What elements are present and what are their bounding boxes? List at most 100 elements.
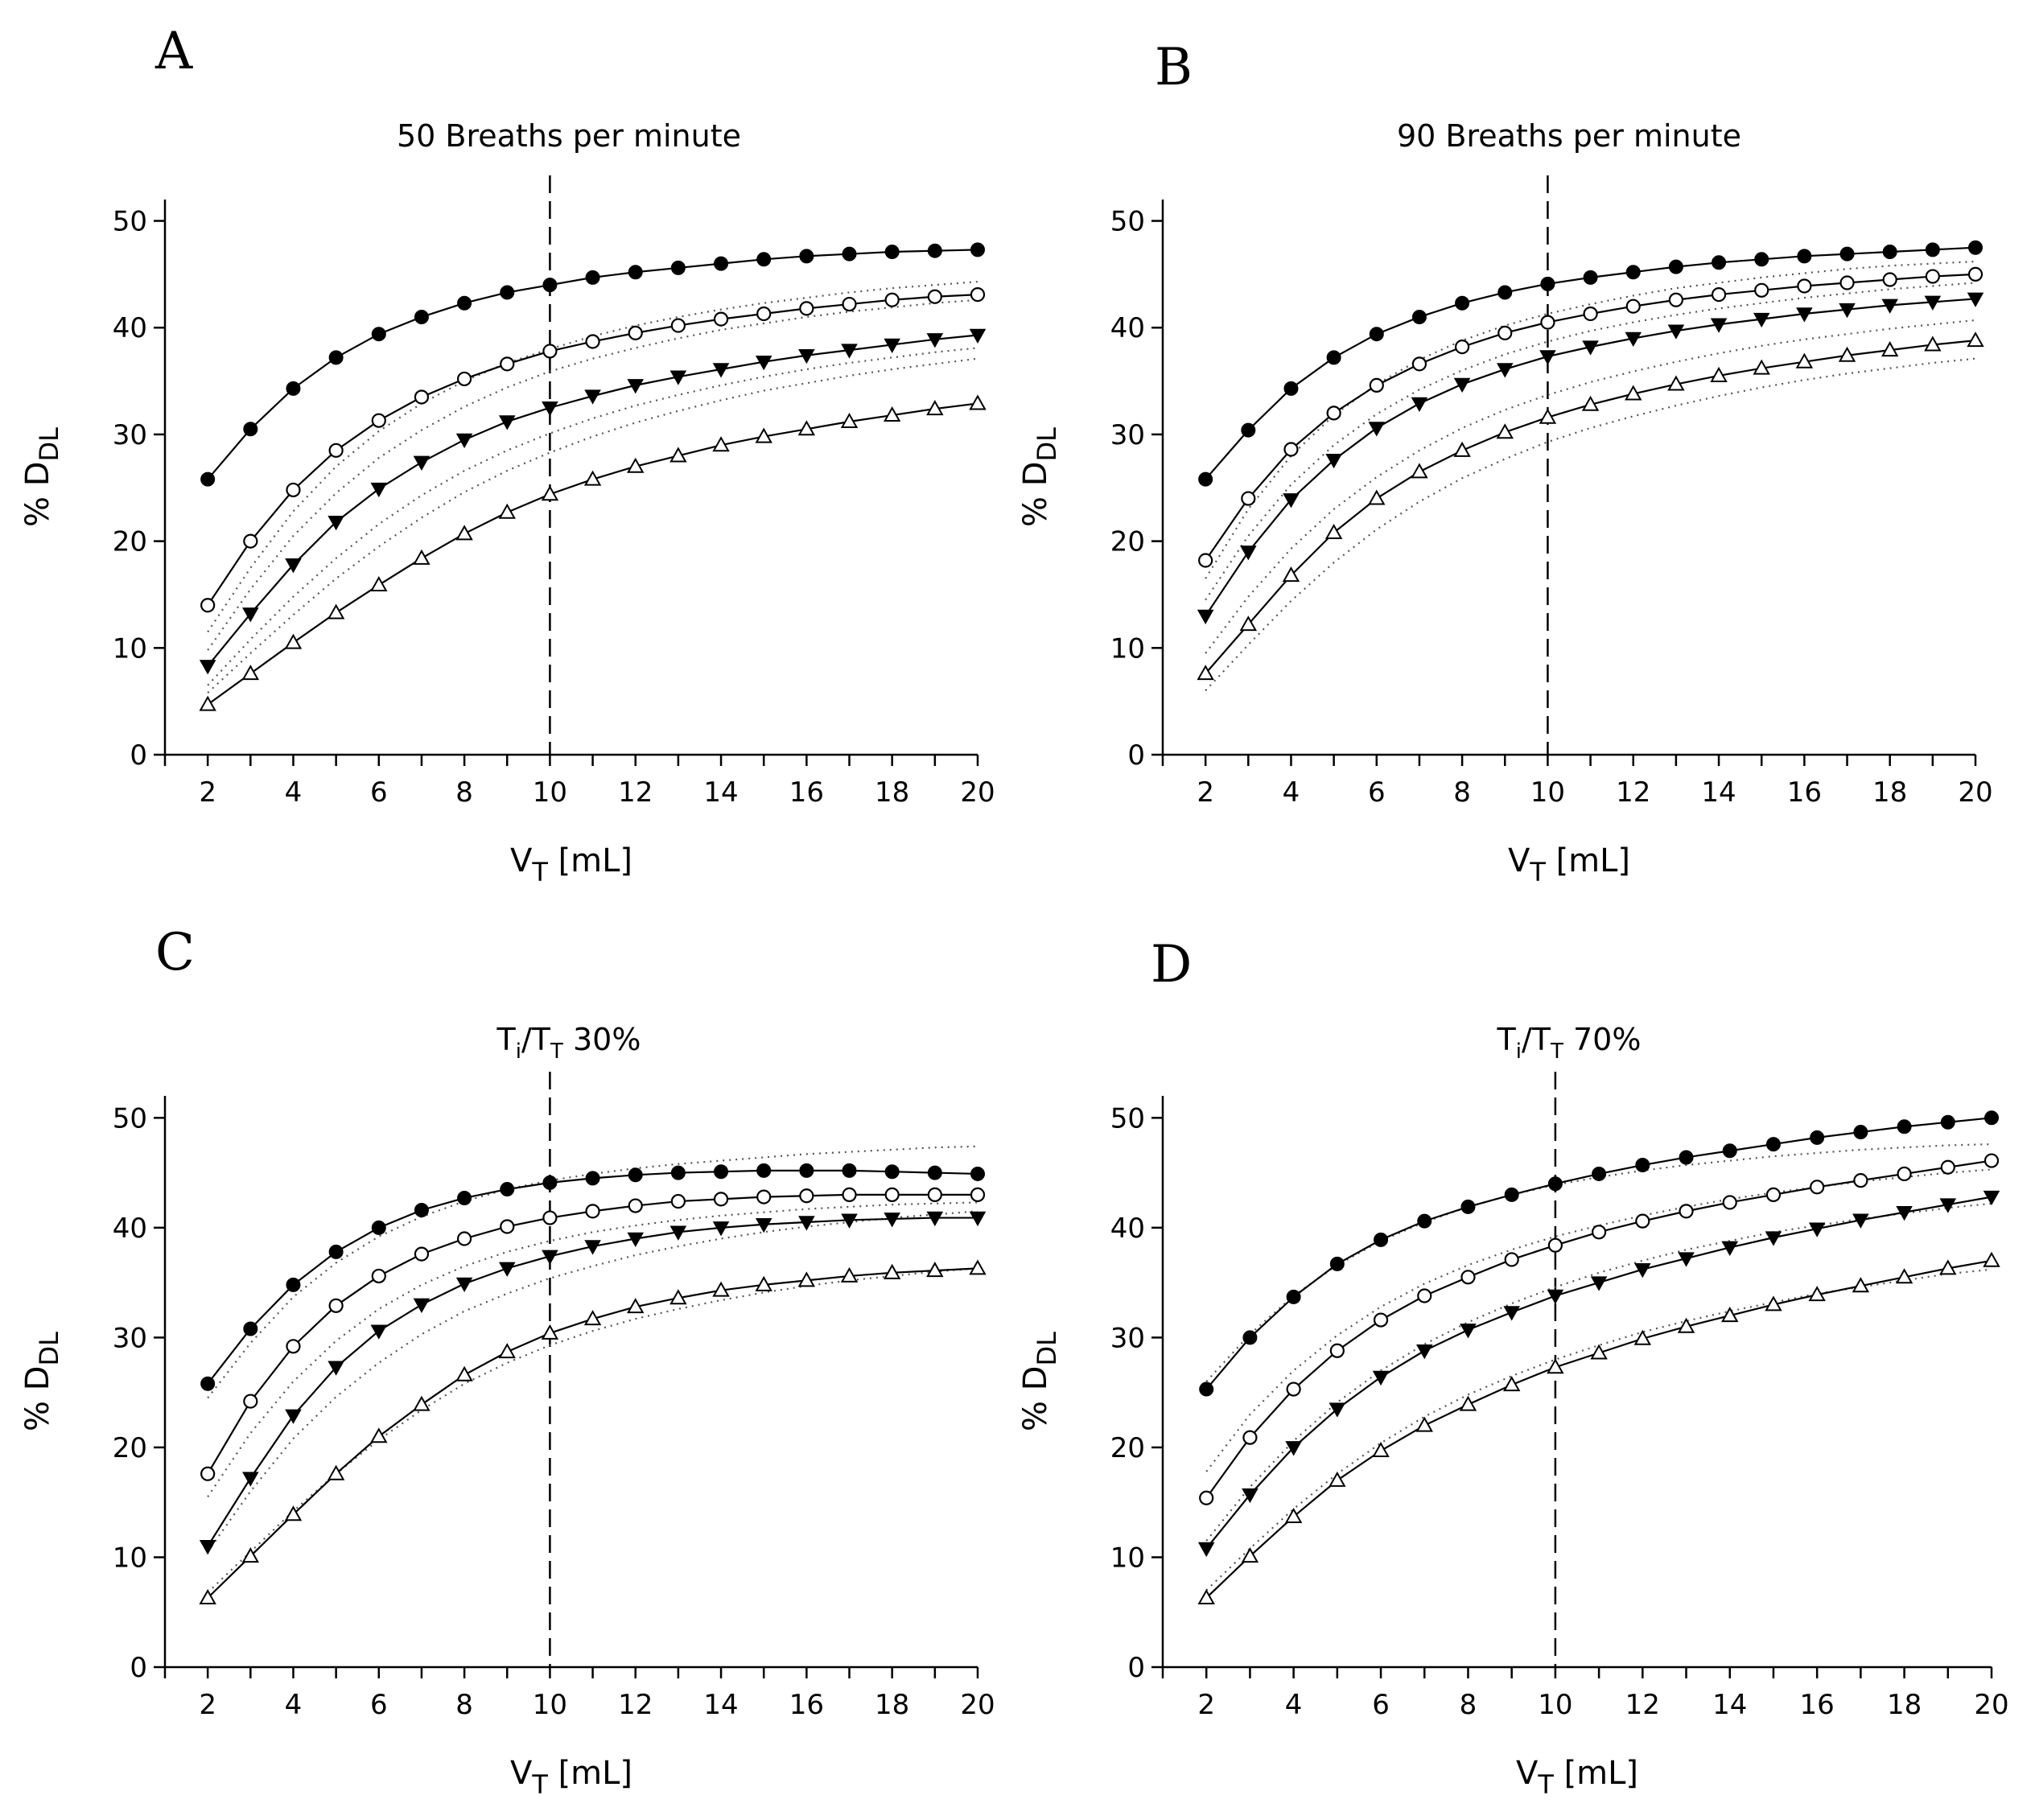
data-point-open-circle (328, 443, 344, 458)
data-point-filled-circle (1417, 1213, 1432, 1229)
data-point-filled-circle (414, 309, 429, 324)
x-tick-label: 4 (285, 1689, 303, 1721)
data-point-filled-circle (628, 265, 643, 280)
data-point-open-triangle-up (1502, 1376, 1521, 1392)
data-point-open-triangle-up (797, 1271, 816, 1287)
data-point-filled-triangle-down (798, 1216, 815, 1231)
data-point-open-circle (670, 1193, 686, 1209)
data-point-filled-triangle-down (884, 1213, 900, 1228)
data-point-filled-circle (243, 422, 258, 437)
data-point-open-circle (1242, 1430, 1258, 1445)
data-point-open-triangle-up (755, 427, 772, 443)
data-point-filled-triangle-down (627, 1232, 645, 1248)
x-axis-label-main: V (510, 842, 533, 879)
data-point-open-triangle-up (1372, 1441, 1390, 1458)
data-point-open-circle (542, 1210, 558, 1225)
data-point-open-circle (328, 1298, 344, 1313)
y-tick-label: 10 (113, 1542, 147, 1574)
data-point-filled-circle (970, 1166, 985, 1181)
data-point-filled-triangle-down (542, 401, 558, 417)
data-point-filled-triangle-down (1881, 299, 1898, 314)
data-point-filled-triangle-down (1368, 422, 1386, 437)
data-point-open-circle (1198, 553, 1213, 568)
data-point-open-triangle-up (284, 633, 303, 649)
y-tick-label: 40 (113, 312, 147, 344)
y-tick-label: 30 (113, 1322, 147, 1354)
data-point-open-circle (1411, 356, 1427, 372)
data-point-open-circle (927, 1187, 942, 1202)
data-point-open-triangle-up (797, 420, 816, 436)
data-point-open-triangle-up (1633, 1329, 1652, 1345)
data-point-filled-circle (585, 1171, 600, 1186)
x-tick-label: 6 (370, 1689, 388, 1721)
y-tick-label: 30 (1110, 419, 1145, 451)
data-point-open-triangle-up (1324, 523, 1343, 539)
data-point-filled-circle (1797, 249, 1812, 264)
y-tick-label: 10 (1110, 1542, 1145, 1574)
data-point-open-circle (842, 1187, 857, 1202)
data-point-open-triangle-up (541, 485, 559, 501)
data-point-open-triangle-up (669, 1289, 687, 1305)
data-point-open-circle (500, 356, 515, 372)
data-point-filled-triangle-down (1285, 1441, 1302, 1456)
data-point-filled-circle (927, 1165, 942, 1180)
x-tick-label: 8 (455, 776, 473, 809)
data-point-filled-triangle-down (755, 355, 772, 371)
data-point-filled-circle (1199, 1381, 1214, 1397)
data-point-filled-circle (371, 327, 386, 342)
data-point-open-circle (585, 334, 600, 349)
data-point-open-circle (1583, 306, 1598, 322)
data-point-open-circle (457, 1231, 472, 1246)
data-point-open-triangle-up (1753, 359, 1770, 375)
data-point-open-circle (500, 1219, 515, 1234)
data-point-filled-triangle-down (1283, 493, 1300, 509)
data-point-open-circle (1940, 1159, 1955, 1175)
data-point-filled-triangle-down (327, 515, 344, 531)
data-point-filled-circle (884, 1164, 900, 1180)
data-point-filled-triangle-down (1539, 350, 1556, 365)
y-axis-label-subscript: DL (1032, 427, 1062, 462)
data-point-open-circle (713, 311, 729, 327)
data-point-filled-circle (1984, 1110, 1999, 1126)
series-line-open-triangle-up (1205, 340, 1976, 674)
data-point-open-circle (1417, 1288, 1432, 1303)
y-tick-label: 40 (1110, 312, 1145, 344)
data-point-open-triangle-up (755, 1275, 772, 1291)
data-point-filled-circle (1497, 285, 1513, 300)
data-point-open-triangle-up (1939, 1259, 1957, 1275)
data-point-open-triangle-up (1368, 489, 1386, 505)
data-point-open-triangle-up (1415, 1416, 1433, 1432)
y-tick-label: 50 (1110, 206, 1145, 238)
data-point-filled-triangle-down (285, 1409, 302, 1424)
panel-b: B 90 Breaths per minute 0 10 20 30 40 50 2 4 6 8 10 1… (1017, 38, 1993, 887)
data-point-filled-circle (328, 350, 344, 365)
y-axis-label: % DDL (19, 427, 64, 527)
data-point-filled-circle (1940, 1114, 1955, 1130)
data-point-open-triangle-up (1721, 1307, 1739, 1323)
y-tick-label: 0 (130, 1652, 147, 1684)
data-point-filled-triangle-down (969, 1211, 987, 1227)
data-point-filled-triangle-down (199, 660, 216, 675)
title-part: 90 Breaths per minute (1397, 118, 1741, 154)
data-point-open-triangle-up (627, 1298, 645, 1314)
data-point-filled-circle (670, 260, 686, 275)
series-line-open-circle (1205, 1159, 1992, 1499)
x-axis-label-rest: [mL] (548, 1755, 632, 1792)
data-point-open-triangle-up (498, 503, 516, 519)
series-line-filled-triangle-down (1205, 1196, 1992, 1550)
data-point-filled-triangle-down (1924, 295, 1942, 311)
data-point-open-triangle-up (413, 1395, 430, 1411)
data-point-filled-triangle-down (413, 1298, 430, 1313)
y-tick-label: 20 (113, 1432, 147, 1464)
data-point-filled-triangle-down (1453, 377, 1471, 393)
series-line-open-triangle-up (207, 402, 978, 706)
data-point-filled-triangle-down (712, 363, 730, 378)
data-point-filled-circle (1411, 309, 1427, 324)
data-point-filled-circle (1839, 246, 1855, 261)
x-axis-label-main: V (510, 1755, 533, 1792)
data-point-open-triangle-up (583, 1310, 602, 1326)
data-point-filled-circle (1369, 327, 1384, 342)
y-tick-label: 30 (113, 419, 147, 451)
data-point-open-circle (927, 289, 942, 304)
